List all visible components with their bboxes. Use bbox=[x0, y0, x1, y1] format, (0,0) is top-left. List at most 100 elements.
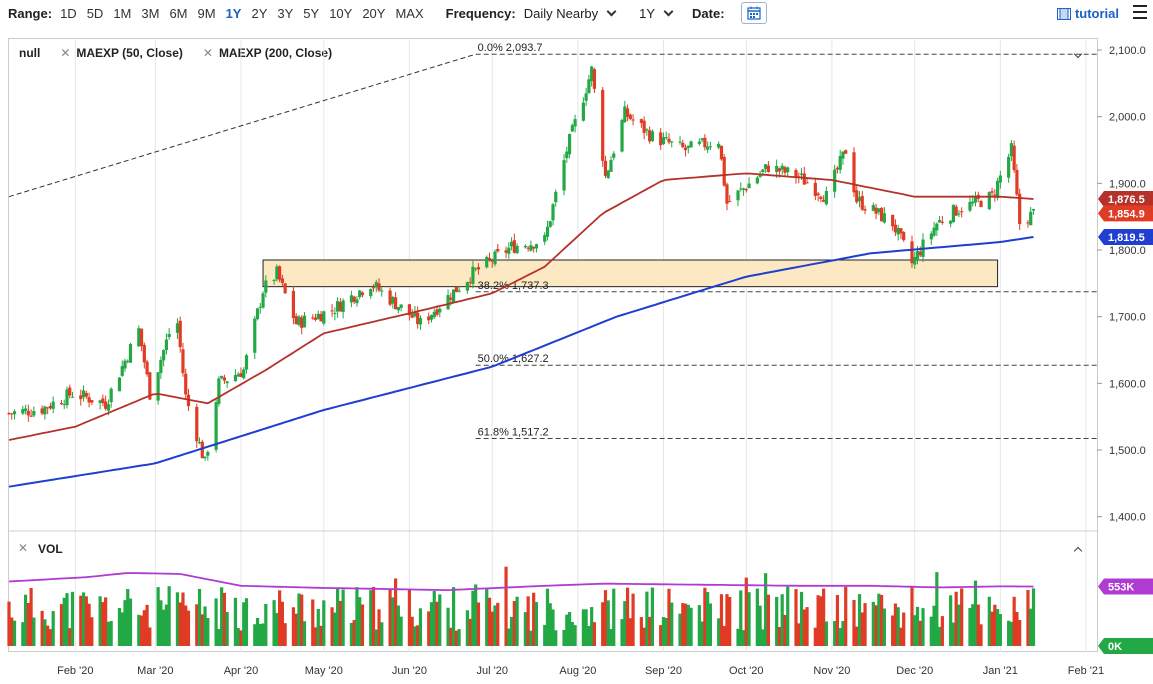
candle-body bbox=[181, 349, 185, 374]
candle-body bbox=[283, 283, 287, 294]
volume-bar bbox=[515, 596, 519, 646]
volume-bar bbox=[543, 624, 547, 646]
volume-bar bbox=[10, 617, 14, 646]
candle-body bbox=[438, 308, 442, 313]
volume-bar bbox=[21, 622, 25, 646]
range-button-5d[interactable]: 5D bbox=[86, 5, 104, 21]
candle-body bbox=[195, 406, 199, 442]
candle-body bbox=[413, 312, 417, 317]
volume-bar bbox=[84, 596, 88, 646]
candle-body bbox=[523, 245, 527, 248]
volume-badge: 0K bbox=[1098, 638, 1153, 654]
volume-bar bbox=[891, 615, 895, 646]
volume-bar bbox=[258, 624, 262, 646]
range-button-6m[interactable]: 6M bbox=[169, 5, 188, 21]
frequency-label: Frequency: bbox=[445, 5, 516, 21]
range-button-3y[interactable]: 3Y bbox=[277, 5, 294, 21]
volume-bar bbox=[601, 602, 605, 646]
volume-bar bbox=[902, 612, 906, 646]
candle-body bbox=[139, 328, 144, 347]
candle-body bbox=[162, 350, 166, 361]
volume-bar bbox=[380, 622, 384, 646]
volume-title: VOL bbox=[38, 542, 63, 556]
calendar-button[interactable] bbox=[740, 2, 767, 24]
volume-bar bbox=[476, 602, 481, 646]
volume-bar bbox=[786, 586, 790, 646]
period-dropdown[interactable]: 1Y bbox=[639, 6, 686, 21]
frequency-dropdown[interactable]: Daily Nearby bbox=[524, 6, 629, 21]
candle-body bbox=[7, 413, 11, 415]
volume-bar bbox=[418, 608, 423, 646]
range-button-1y[interactable]: 1Y bbox=[225, 5, 242, 21]
price-badge-label: 1,876.5 bbox=[1108, 194, 1145, 206]
candle-body bbox=[725, 184, 729, 204]
volume-bar bbox=[449, 627, 453, 646]
volume-bar bbox=[744, 577, 748, 646]
volume-bar bbox=[706, 591, 710, 646]
candle-body bbox=[40, 408, 44, 414]
candle-body bbox=[741, 188, 746, 190]
candle-body bbox=[683, 147, 688, 151]
volume-bar bbox=[336, 588, 340, 646]
candle-body bbox=[838, 156, 842, 170]
range-button-9m[interactable]: 9M bbox=[197, 5, 216, 21]
volume-bar bbox=[167, 586, 171, 646]
candle-body bbox=[104, 401, 108, 409]
candle-body bbox=[631, 119, 635, 121]
volume-bar bbox=[954, 591, 958, 646]
volume-bar bbox=[1018, 619, 1022, 646]
volume-bar bbox=[719, 594, 724, 646]
x-tick-label: Feb '20 bbox=[57, 665, 93, 677]
volume-bar bbox=[253, 624, 257, 646]
volume-bar bbox=[261, 623, 265, 646]
range-button-5y[interactable]: 5Y bbox=[303, 5, 320, 21]
x-tick-label: Nov '20 bbox=[813, 665, 850, 677]
volume-bar bbox=[642, 627, 646, 646]
menu-icon[interactable] bbox=[1133, 5, 1147, 19]
volume-bar bbox=[755, 588, 759, 646]
range-button-1m[interactable]: 1M bbox=[113, 5, 132, 21]
candle-body bbox=[449, 297, 453, 300]
candle-body bbox=[717, 143, 721, 148]
remove-study-icon[interactable]: ✕ bbox=[60, 46, 71, 60]
volume-bar bbox=[197, 588, 202, 646]
candle-body bbox=[689, 141, 693, 148]
volume-bar bbox=[139, 615, 144, 646]
range-button-3m[interactable]: 3M bbox=[141, 5, 160, 21]
y-tick-label: 1,600.0 bbox=[1109, 378, 1146, 390]
range-button-10y[interactable]: 10Y bbox=[329, 5, 353, 21]
candle-body bbox=[532, 246, 536, 249]
volume-bar bbox=[109, 620, 113, 646]
candle-body bbox=[932, 227, 936, 236]
fib-level-label: 61.8% 1,517.2 bbox=[478, 427, 549, 439]
volume-bar bbox=[341, 589, 345, 646]
volume-bar bbox=[639, 617, 643, 646]
range-button-2y[interactable]: 2Y bbox=[251, 5, 268, 21]
volume-bar bbox=[302, 621, 307, 646]
volume-bar bbox=[609, 629, 613, 646]
trendline bbox=[8, 53, 476, 198]
candle-body bbox=[625, 108, 630, 117]
volume-bar bbox=[435, 601, 439, 646]
candle-body bbox=[648, 130, 652, 142]
volume-bar bbox=[761, 629, 765, 646]
volume-bar bbox=[272, 600, 276, 646]
candle-body bbox=[543, 235, 547, 242]
volume-bar bbox=[360, 604, 365, 646]
volume-bar bbox=[51, 611, 55, 646]
candle-body bbox=[819, 196, 823, 199]
candle-body bbox=[755, 177, 759, 184]
candle-body bbox=[722, 156, 726, 186]
candle-body bbox=[678, 141, 682, 143]
candle-body bbox=[109, 388, 113, 403]
tutorial-link[interactable]: tutorial bbox=[1056, 6, 1119, 21]
volume-bar bbox=[526, 596, 530, 646]
range-button-max[interactable]: MAX bbox=[395, 5, 424, 21]
candle-body bbox=[609, 160, 613, 172]
range-button-1d[interactable]: 1D bbox=[60, 5, 77, 21]
remove-volume-icon[interactable]: ✕ bbox=[18, 541, 29, 555]
remove-study-icon[interactable]: ✕ bbox=[202, 46, 213, 60]
range-button-20y[interactable]: 20Y bbox=[362, 5, 386, 21]
candle-body bbox=[783, 167, 787, 173]
volume-bar bbox=[995, 609, 1000, 646]
